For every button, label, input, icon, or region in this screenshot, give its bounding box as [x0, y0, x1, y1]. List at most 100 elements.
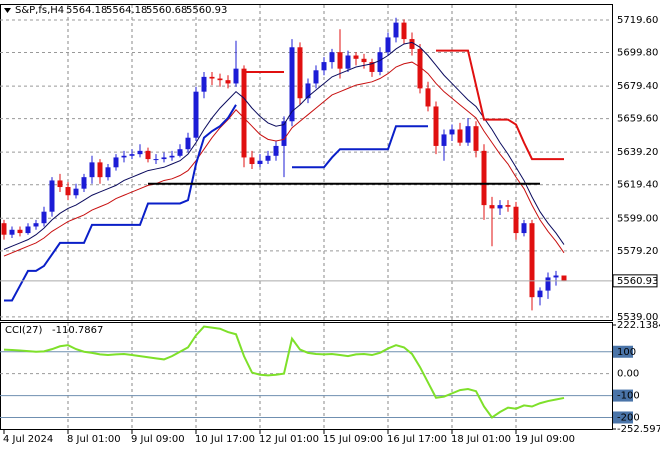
candle-body: [361, 58, 367, 63]
candle-body: [153, 159, 159, 161]
candle-body: [161, 157, 167, 160]
indicator-line: [436, 49, 564, 161]
candle-body: [137, 150, 143, 155]
cci-frame: [0, 322, 613, 430]
candle-body: [233, 68, 239, 84]
header-high: 5564.18: [106, 5, 147, 16]
x-tick-label: 10 Jul 17:00: [195, 434, 255, 445]
candle-body: [113, 157, 119, 168]
y-tick-label: 5699.80: [617, 48, 658, 59]
candle-body: [529, 223, 535, 298]
candle-body: [41, 211, 47, 224]
y-tick-label: 5719.60: [617, 15, 658, 26]
level-label-box: [613, 389, 633, 402]
candle-body: [129, 154, 135, 156]
candle-body: [169, 155, 175, 158]
candle-body: [281, 121, 287, 146]
x-tick-label: 18 Jul 01:00: [451, 434, 511, 445]
x-tick-label: 12 Jul 01:00: [259, 434, 319, 445]
cci-title: CCI(27): [5, 325, 43, 336]
candle-body: [409, 39, 415, 49]
candle-body: [217, 78, 223, 81]
candle-body: [121, 155, 127, 158]
candle-body: [497, 205, 503, 209]
candle-body: [521, 223, 527, 234]
y-tick-label: 5599.00: [617, 213, 658, 224]
candle-body: [249, 157, 255, 165]
candle-body: [145, 150, 151, 160]
indicator-line: [292, 125, 428, 169]
candle-body: [353, 55, 359, 59]
candle-body: [505, 205, 511, 207]
current-price-box: [612, 274, 658, 288]
candle-body: [97, 162, 103, 178]
candle-body: [545, 277, 551, 291]
y-tick-label: 222.1384: [617, 320, 660, 331]
candle-body: [473, 126, 479, 151]
candle-body: [393, 22, 399, 38]
x-tick-label: 9 Jul 09:00: [131, 434, 185, 445]
x-tick-label: 4 Jul 2024: [3, 434, 53, 445]
y-tick-label: 5539.00: [617, 312, 658, 323]
candle-body: [377, 52, 383, 72]
candle-body: [345, 55, 351, 69]
candle-body: [417, 48, 423, 89]
candle-body: [369, 62, 375, 72]
y-tick-label: 5619.40: [617, 180, 658, 191]
candle-body: [185, 137, 191, 150]
level-label-box: [613, 411, 633, 424]
candle-body: [449, 129, 455, 135]
y-tick-label: 0.00: [617, 369, 639, 380]
y-tick-label: -200: [617, 412, 640, 423]
header-close: 5560.93: [186, 5, 227, 16]
candle-body: [81, 177, 87, 189]
y-tick-label: 5679.40: [617, 81, 658, 92]
indicator-line: [3, 325, 565, 419]
x-tick-label: 19 Jul 09:00: [515, 434, 575, 445]
candle-body: [481, 150, 487, 206]
candle-body: [273, 145, 279, 156]
candle-body: [457, 129, 463, 143]
candle-body: [401, 22, 407, 40]
menu-arrow: [4, 8, 11, 13]
header-low: 5560.68: [146, 5, 187, 16]
candle-body: [513, 206, 519, 234]
candle-body: [17, 229, 23, 234]
candle-body: [57, 180, 63, 188]
candle-body: [225, 80, 231, 84]
y-tick-label: 5579.20: [617, 246, 658, 257]
candle-body: [105, 167, 111, 178]
candle-body: [337, 52, 343, 69]
candle-body: [297, 47, 303, 99]
candle-body: [441, 134, 447, 146]
candle-body: [89, 162, 95, 178]
candle-body: [489, 205, 495, 209]
indicator-line: [3, 61, 565, 257]
candle-body: [65, 187, 71, 196]
candle-body: [537, 290, 543, 298]
candle-body: [49, 180, 55, 212]
candle-body: [9, 229, 15, 235]
indicator-line: [3, 41, 565, 250]
candle-body: [257, 160, 263, 165]
candle-body: [289, 47, 295, 122]
y-tick-label: -252.5971: [617, 424, 660, 435]
x-tick-label: 15 Jul 09:00: [323, 434, 383, 445]
candle-body: [553, 275, 559, 278]
x-tick-label: 8 Jul 01:00: [67, 434, 121, 445]
y-tick-label: 5639.20: [617, 147, 658, 158]
y-tick-label: 100: [617, 347, 636, 358]
candle-body: [177, 149, 183, 156]
candle-body: [201, 76, 207, 92]
candle-body: [33, 223, 39, 227]
cci-value: -110.7867: [52, 325, 103, 336]
y-tick-label: -100: [617, 391, 640, 402]
candle-body: [329, 52, 335, 63]
candle-body: [465, 126, 471, 143]
y-tick-label: 5659.60: [617, 114, 658, 125]
level-label-box: [613, 345, 633, 358]
candle-body: [433, 106, 439, 146]
candle-body: [209, 76, 215, 79]
candle-body: [73, 188, 79, 196]
